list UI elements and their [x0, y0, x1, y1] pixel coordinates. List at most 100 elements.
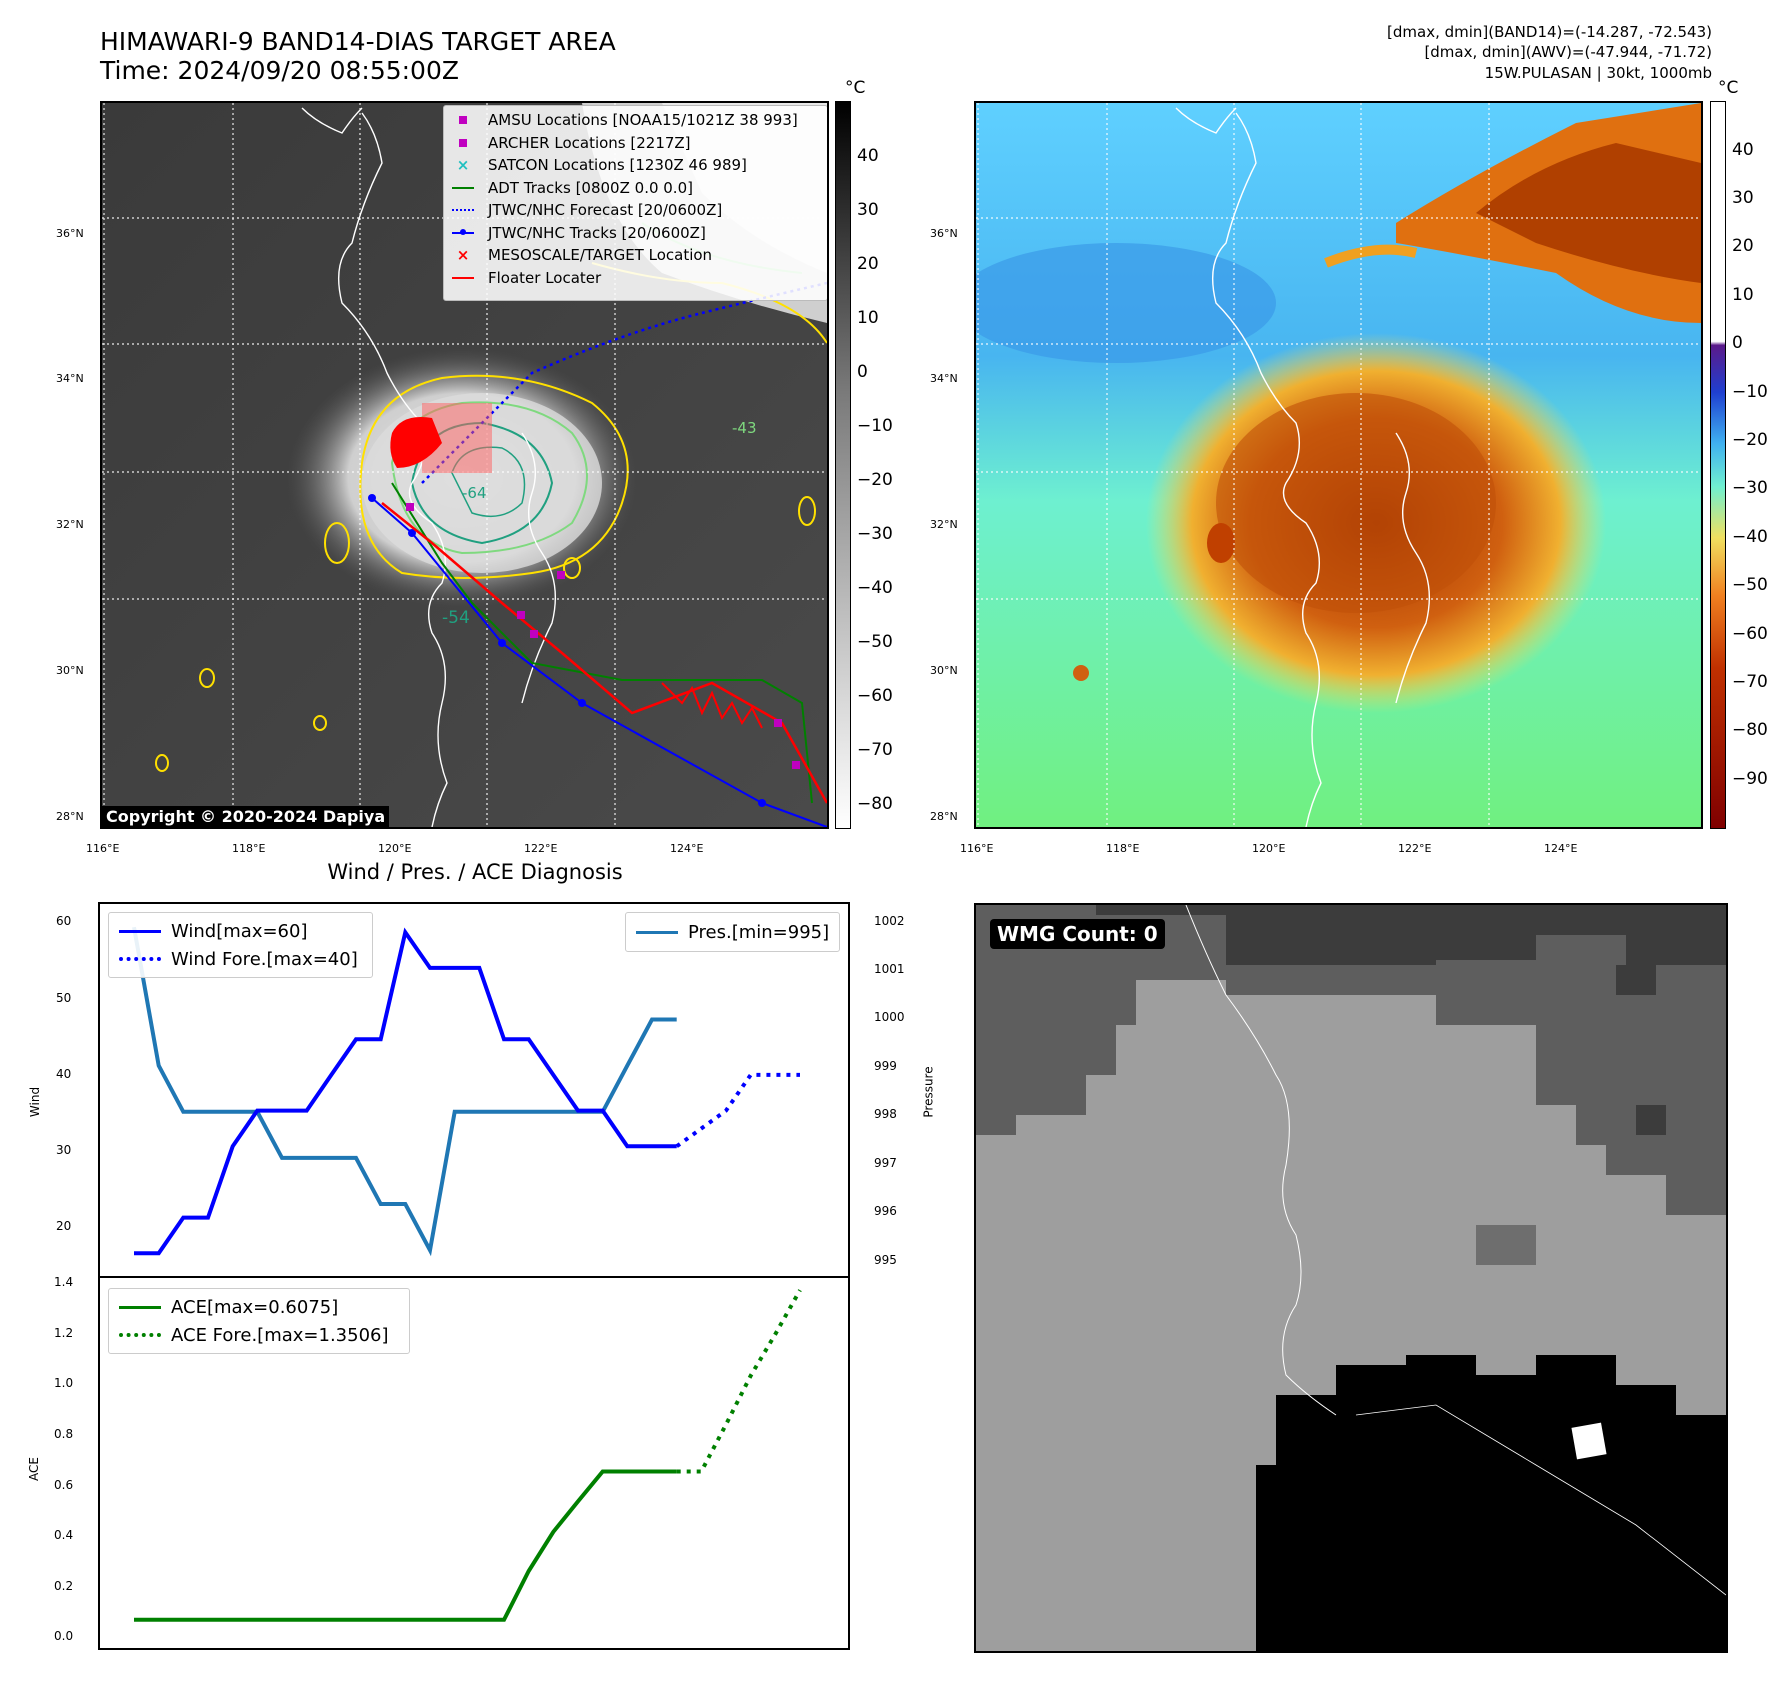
pres-tick-998: 998	[874, 1107, 897, 1121]
legend-jtwc-forecast: JTWC/NHC Forecast [20/0600Z]	[444, 199, 827, 222]
ace-series-1	[134, 1469, 677, 1622]
cb2-tick-20: 20	[1732, 236, 1754, 256]
wind-ylabel: Wind	[28, 1086, 43, 1118]
lat-label-36: 36°N	[56, 227, 84, 240]
ace-plot	[133, 1289, 802, 1622]
cb2-tick-m50: −50	[1732, 575, 1768, 595]
cb2-tick-m60: −60	[1732, 624, 1768, 644]
info-storm: 15W.PULASAN | 30kt, 1000mb	[1484, 64, 1712, 82]
legend-archer-label: ARCHER Locations [2217Z]	[488, 133, 691, 152]
wind-tick-20: 20	[56, 1219, 72, 1233]
cb1-tick-30: 30	[857, 200, 879, 220]
cb2-tick-30: 30	[1732, 188, 1754, 208]
cb1-tick-m60: −60	[857, 686, 893, 706]
colorbar1	[835, 101, 851, 829]
awv-lon-124: 124°E	[1544, 842, 1578, 855]
legend-jtwc-tracks-label: JTWC/NHC Tracks [20/0600Z]	[488, 223, 706, 242]
lat-label-34: 34°N	[56, 372, 84, 385]
ace-tick-0.8: 0.8	[54, 1427, 74, 1441]
diagnosis-title: Wind / Pres. / ACE Diagnosis	[327, 860, 623, 884]
wind-tick-50: 50	[56, 991, 72, 1005]
cb2-tick-m20: −20	[1732, 430, 1768, 450]
legend-floater-label: Floater Locater	[488, 268, 602, 287]
cb2-tick-m30: −30	[1732, 478, 1768, 498]
ace-tick-0.2: 0.2	[54, 1579, 74, 1593]
cb1-tick-m20: −20	[857, 470, 893, 490]
contour-label-2: -64	[462, 484, 487, 502]
cb1-tick-20: 20	[857, 254, 879, 274]
pres-tick-995: 995	[874, 1253, 897, 1267]
lon-label-118: 118°E	[232, 842, 266, 855]
legend-jtwc-forecast-label: JTWC/NHC Forecast [20/0600Z]	[488, 201, 723, 220]
awv-lon-118: 118°E	[1106, 842, 1140, 855]
awv-lon-116: 116°E	[960, 842, 994, 855]
cb1-tick-m40: −40	[857, 578, 893, 598]
ace-tick-1.2: 1.2	[54, 1326, 74, 1340]
awv-lat-36: 36°N	[930, 227, 958, 240]
ace-tick-0.0: 0.0	[54, 1629, 74, 1643]
pres-ylabel: Pressure	[921, 1066, 936, 1118]
wind-pres-plot	[132, 926, 801, 1257]
wind-tick-40: 40	[56, 1067, 72, 1081]
wmg-map: WMG Count: 0	[974, 903, 1728, 1653]
ace-legend: ACE[max=0.6075] ACE Fore.[max=1.3506]	[108, 1288, 410, 1354]
cb2-tick-m40: −40	[1732, 527, 1768, 547]
legend-amsu: AMSU Locations [NOAA15/1021Z 38 993]	[444, 109, 827, 132]
legend-adt: ADT Tracks [0800Z 0.0 0.0]	[444, 177, 827, 200]
legend-satcon: × SATCON Locations [1230Z 46 989]	[456, 156, 747, 175]
lat-label-30: 30°N	[56, 664, 84, 677]
ace-tick-0.6: 0.6	[54, 1478, 74, 1492]
map-legend: AMSU Locations [NOAA15/1021Z 38 993] ARC…	[443, 105, 827, 301]
legend-target-label: MESOSCALE/TARGET Location	[488, 246, 713, 265]
colorbar1-unit: °C	[845, 78, 866, 98]
legend-ace: ACE[max=0.6075]	[171, 1296, 339, 1318]
lat-label-32: 32°N	[56, 518, 84, 531]
pres-tick-997: 997	[874, 1156, 897, 1170]
cb2-tick-m90: −90	[1732, 769, 1768, 789]
ace-tick-1.0: 1.0	[54, 1376, 74, 1390]
awv-lat-34: 34°N	[930, 372, 958, 385]
cb2-tick-m70: −70	[1732, 672, 1768, 692]
cb1-tick-40: 40	[857, 146, 879, 166]
cb1-tick-m70: −70	[857, 740, 893, 760]
pres-legend: Pres.[min=995]	[625, 912, 840, 952]
map-title-line1: HIMAWARI-9 BAND14-DIAS TARGET AREA	[100, 27, 616, 56]
legend-floater: Floater Locater	[444, 267, 827, 290]
cb2-tick-m10: −10	[1732, 382, 1768, 402]
cb1-tick-m50: −50	[857, 632, 893, 652]
legend-adt-label: ADT Tracks [0800Z 0.0 0.0]	[488, 178, 693, 197]
legend-ace-fore: ACE Fore.[max=1.3506]	[171, 1324, 389, 1346]
lat-label-28: 28°N	[56, 810, 84, 823]
lon-label-116: 116°E	[86, 842, 120, 855]
cb1-tick-10: 10	[857, 308, 879, 328]
ace-series-2	[676, 1289, 802, 1474]
pres-tick-999: 999	[874, 1059, 897, 1073]
map-title-line2: Time: 2024/09/20 08:55:00Z	[100, 56, 459, 85]
awv-lat-28: 28°N	[930, 810, 958, 823]
info-band14: [dmax, dmin](BAND14)=(-14.287, -72.543)	[1387, 23, 1712, 41]
cb2-tick-10: 10	[1732, 285, 1754, 305]
wind-legend: Wind[max=60] Wind Fore.[max=40]	[108, 912, 373, 978]
wind-series-2	[675, 1072, 800, 1148]
wind-pres-panel: Wind[max=60] Wind Fore.[max=40] Pres.[mi…	[98, 902, 850, 1278]
wind-tick-30: 30	[56, 1143, 72, 1157]
legend-wind-fore: Wind Fore.[max=40]	[171, 948, 358, 970]
pres-tick-1000: 1000	[874, 1010, 905, 1024]
ace-tick-0.4: 0.4	[54, 1528, 74, 1542]
cb2-tick-0: 0	[1732, 333, 1743, 353]
lon-label-122: 122°E	[524, 842, 558, 855]
legend-amsu-label: AMSU Locations [NOAA15/1021Z 38 993]	[488, 111, 798, 130]
awv-lat-32: 32°N	[930, 518, 958, 531]
cb1-tick-m80: −80	[857, 794, 893, 814]
legend-wind: Wind[max=60]	[171, 920, 308, 942]
legend-satcon-label: SATCON Locations [1230Z 46 989]	[488, 156, 747, 175]
colorbar2-unit: °C	[1718, 78, 1739, 98]
cb2-tick-40: 40	[1732, 140, 1754, 160]
ace-tick-1.4: 1.4	[54, 1275, 74, 1289]
pres-tick-1001: 1001	[874, 962, 905, 976]
info-awv: [dmax, dmin](AWV)=(-47.944, -71.72)	[1424, 43, 1712, 61]
lon-label-120: 120°E	[378, 842, 412, 855]
pres-tick-1002: 1002	[874, 914, 905, 928]
wmg-count-badge: WMG Count: 0	[990, 919, 1165, 949]
ace-ylabel: ACE	[26, 1457, 41, 1481]
